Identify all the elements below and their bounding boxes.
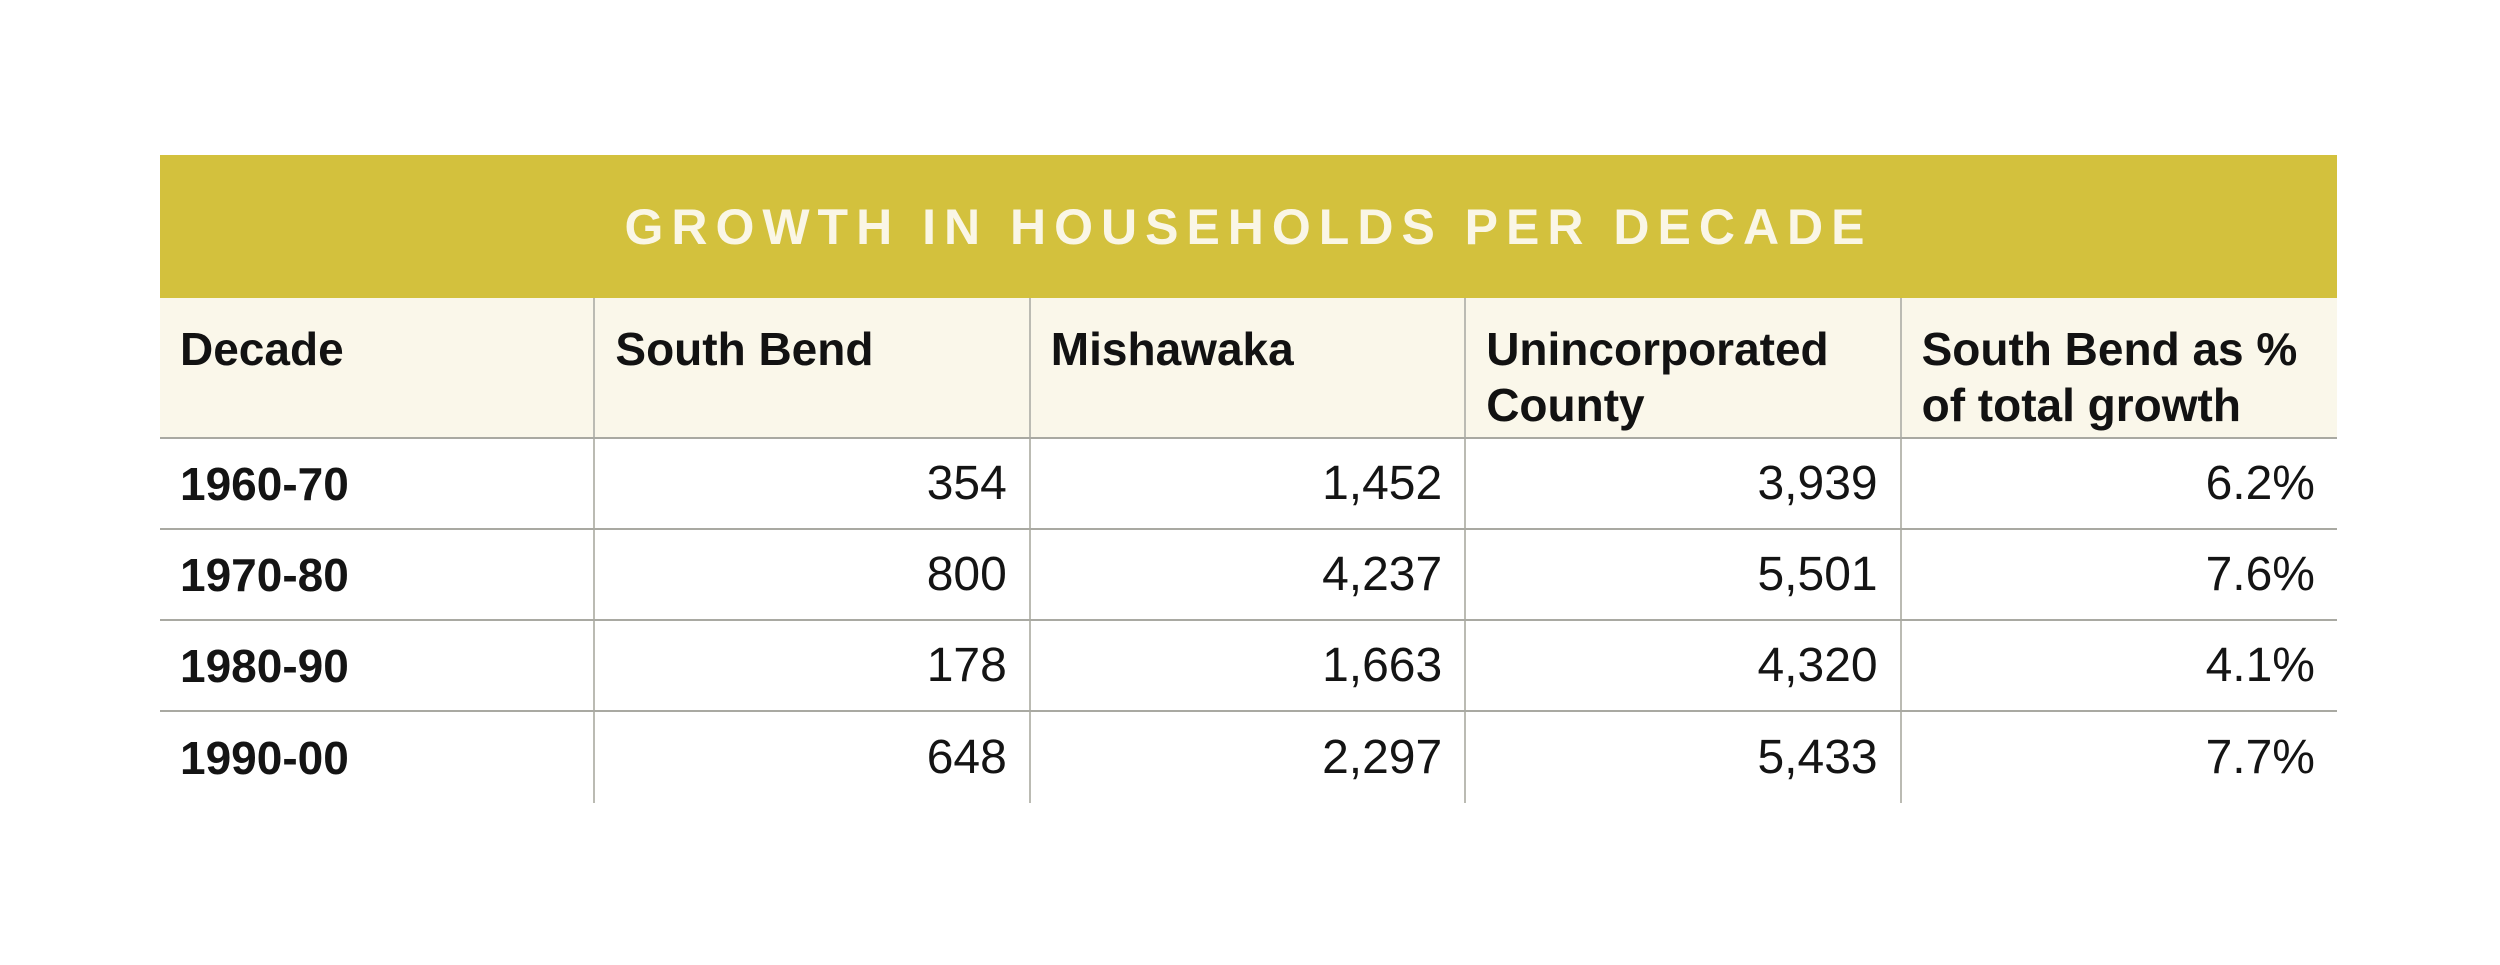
column-header-south-bend: South Bend <box>595 298 1031 437</box>
table-header-row: Decade South Bend Mishawaka Unincorporat… <box>160 298 2337 439</box>
unincorporated-county-value-cell: 3,939 <box>1466 439 1902 528</box>
south-bend-value-cell: 178 <box>595 621 1031 710</box>
table-row-1970-80: 1970-80 800 4,237 5,501 7.6% <box>160 530 2337 621</box>
south-bend-value-cell: 354 <box>595 439 1031 528</box>
mishawaka-value-cell: 2,297 <box>1031 712 1467 803</box>
column-header-mishawaka: Mishawaka <box>1031 298 1467 437</box>
unincorporated-county-value-cell: 4,320 <box>1466 621 1902 710</box>
south-bend-pct-value-cell: 6.2% <box>2205 457 2315 510</box>
table-title: GROWTH IN HOUSEHOLDS PER DECADE <box>624 198 1873 255</box>
mishawaka-value-cell: 1,663 <box>1031 621 1467 710</box>
south-bend-pct-value-cell: 7.7% <box>2205 731 2315 784</box>
unincorporated-county-value-cell: 5,501 <box>1466 530 1902 619</box>
decade-cell: 1990-00 <box>160 712 596 803</box>
unincorporated-county-value-cell: 5,433 <box>1466 712 1902 803</box>
decade-cell: 1960-70 <box>160 439 596 528</box>
column-header-decade: Decade <box>160 298 596 437</box>
south-bend-value-cell: 800 <box>595 530 1031 619</box>
south-bend-pct-value-cell: 7.6% <box>2205 548 2315 601</box>
south-bend-value-cell: 648 <box>595 712 1031 803</box>
table-row-1990-00: 1990-00 648 2,297 5,433 7.7% <box>160 712 2337 803</box>
decade-cell: 1970-80 <box>160 530 596 619</box>
table-row-1980-90: 1980-90 178 1,663 4,320 4.1% <box>160 621 2337 712</box>
mishawaka-value-cell: 4,237 <box>1031 530 1467 619</box>
households-growth-table: GROWTH IN HOUSEHOLDS PER DECADE Decade S… <box>160 155 2337 803</box>
table-title-bar: GROWTH IN HOUSEHOLDS PER DECADE <box>160 155 2337 298</box>
decade-cell: 1980-90 <box>160 621 596 710</box>
table-row-1960-70: 1960-70 354 1,452 3,939 6.2% <box>160 439 2337 530</box>
column-header-south-bend-pct: South Bend as % of total growth <box>1921 323 2298 431</box>
mishawaka-value-cell: 1,452 <box>1031 439 1467 528</box>
column-header-unincorporated-county: Unincorporated County <box>1466 298 1902 437</box>
south-bend-pct-value-cell: 4.1% <box>2205 639 2315 692</box>
